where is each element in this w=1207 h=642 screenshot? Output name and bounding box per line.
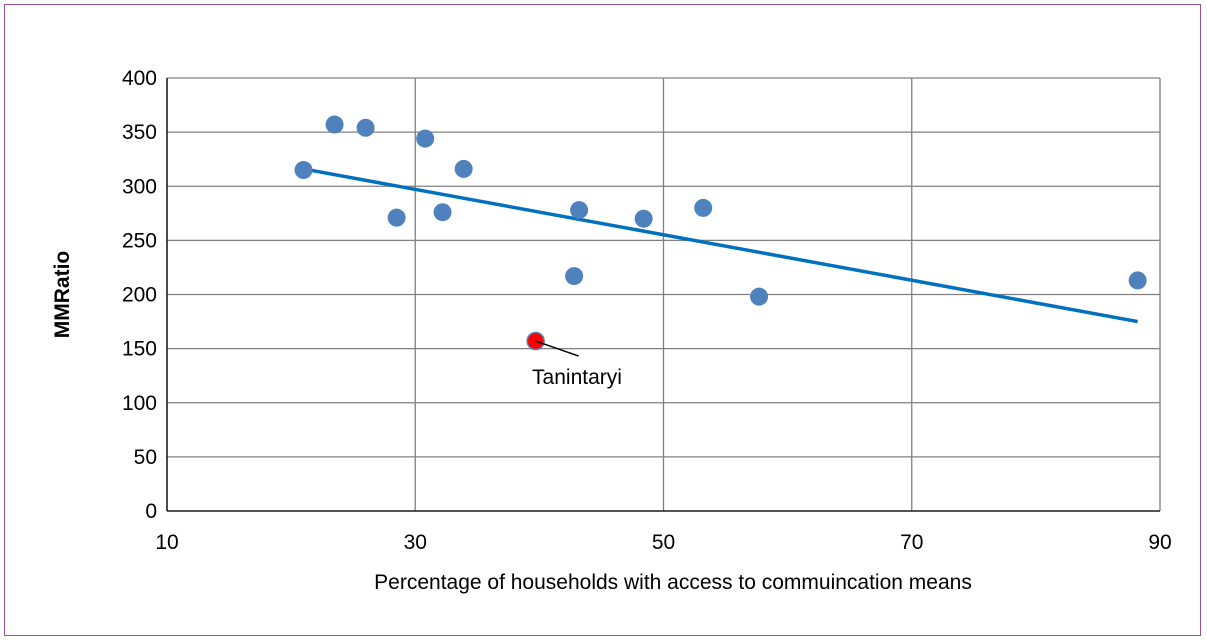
x-tick-label: 90 xyxy=(1148,531,1171,554)
data-point xyxy=(325,115,344,134)
data-point xyxy=(356,118,375,137)
annotation-group: Tanintaryi xyxy=(526,331,622,389)
y-tick-label: 150 xyxy=(122,338,157,361)
x-tick-label: 70 xyxy=(900,531,923,554)
data-point xyxy=(433,203,452,222)
data-point xyxy=(570,201,589,220)
data-point xyxy=(416,129,435,148)
chart-frame: Tanintaryi 0 50 100 150 200 250 300 350 400 10 30 5… xyxy=(4,4,1201,636)
annotation-leader-line xyxy=(535,340,579,357)
data-point xyxy=(387,208,406,227)
trendline-group xyxy=(303,167,1138,324)
trendline xyxy=(303,167,1138,324)
y-tick-label: 350 xyxy=(122,121,157,144)
x-axis-title: Percentage of households with access to … xyxy=(374,571,972,594)
data-point xyxy=(634,209,653,228)
annotation-label: Tanintaryi xyxy=(532,366,622,389)
y-tick-label: 0 xyxy=(145,500,157,523)
y-axis-title: MMRatio xyxy=(51,251,74,339)
y-tick-label: 300 xyxy=(122,175,157,198)
data-point xyxy=(750,287,769,306)
y-tick-label: 200 xyxy=(122,284,157,307)
axes xyxy=(166,78,1160,512)
points-group xyxy=(294,115,1147,306)
data-point xyxy=(694,198,713,217)
tick-labels: 0 50 100 150 200 250 300 350 400 10 30 50 70 90 xyxy=(122,67,1172,554)
data-point xyxy=(1128,271,1147,290)
x-tick-label: 30 xyxy=(404,531,427,554)
y-tick-label: 50 xyxy=(134,446,157,469)
y-tick-label: 250 xyxy=(122,229,157,252)
scatter-chart: Tanintaryi 0 50 100 150 200 250 300 350 400 10 30 5… xyxy=(51,67,1172,594)
data-point xyxy=(565,267,584,286)
x-tick-label: 50 xyxy=(652,531,675,554)
y-tick-label: 400 xyxy=(122,67,157,90)
x-tick-label: 10 xyxy=(155,531,178,554)
y-tick-label: 100 xyxy=(122,392,157,415)
data-point xyxy=(294,161,313,180)
data-point xyxy=(454,159,473,178)
grid-lines xyxy=(166,77,1161,512)
